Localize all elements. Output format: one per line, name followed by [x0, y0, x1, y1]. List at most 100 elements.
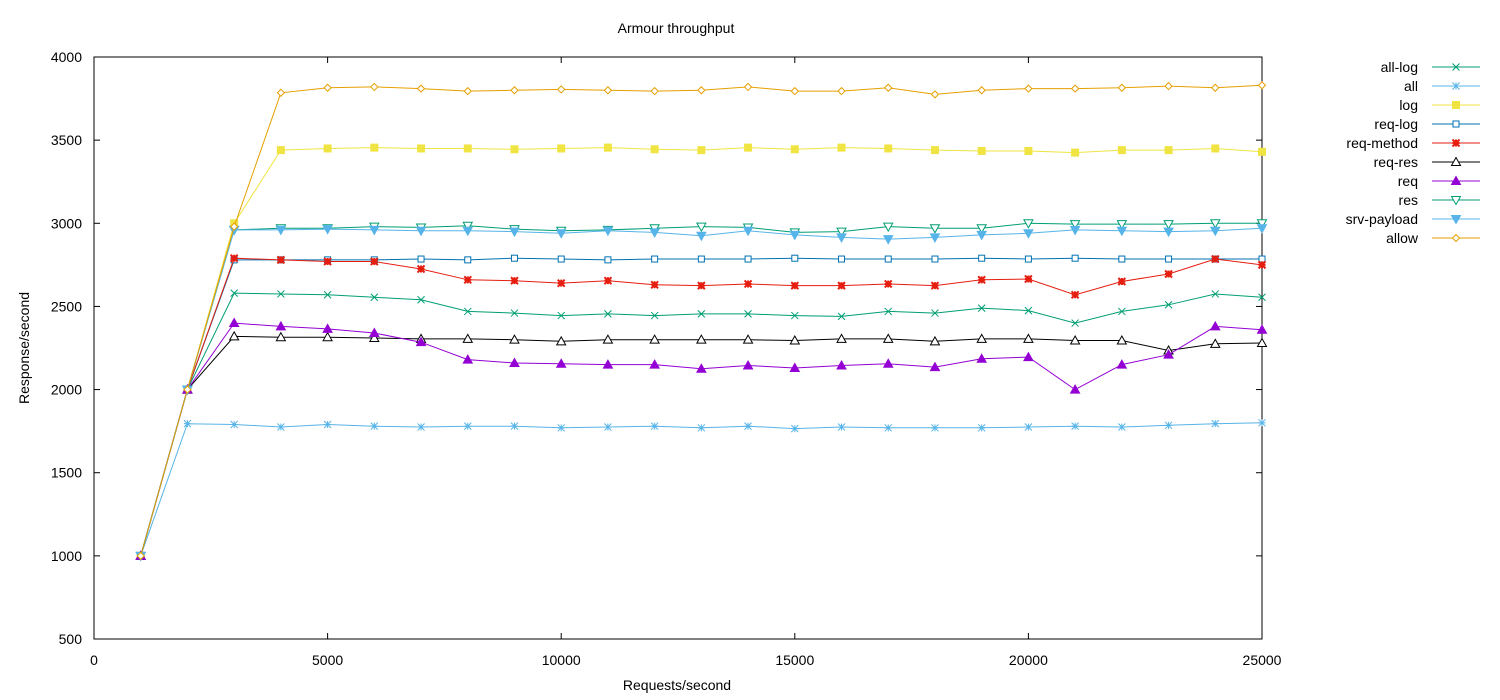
- y-tick-label: 2500: [51, 298, 82, 314]
- legend-label: log: [1399, 97, 1418, 113]
- data-point: [929, 335, 941, 346]
- data-point: [1116, 226, 1128, 237]
- data-point: [1209, 219, 1221, 229]
- data-point: [1070, 290, 1080, 299]
- data-point: [415, 336, 427, 347]
- data-point: [930, 146, 939, 155]
- data-point: [1163, 227, 1174, 238]
- data-point: [742, 359, 754, 370]
- data-point: [556, 85, 566, 94]
- data-point: [276, 255, 286, 265]
- y-tick-label: 1500: [51, 465, 82, 481]
- data-point: [1117, 423, 1126, 431]
- legend-item: req: [1398, 173, 1480, 189]
- data-point: [789, 334, 801, 345]
- y-tick-label: 3000: [51, 215, 82, 231]
- data-point: [837, 86, 846, 96]
- data-point: [1209, 226, 1221, 237]
- data-point: [789, 362, 801, 372]
- data-point: [509, 357, 520, 367]
- data-point: [1116, 334, 1128, 345]
- data-point: [1209, 338, 1221, 348]
- data-point: [976, 230, 988, 241]
- legend-label: req: [1398, 173, 1418, 189]
- data-point: [1069, 384, 1081, 394]
- legend-label: allow: [1386, 230, 1419, 246]
- legend-marker: [1450, 175, 1462, 185]
- legend-item: req-method: [1346, 135, 1480, 151]
- series-layer: [135, 81, 1268, 562]
- data-point: [368, 332, 380, 343]
- data-point: [556, 278, 566, 288]
- data-point: [1116, 220, 1128, 230]
- data-point: [650, 86, 659, 96]
- series-line: [140, 84, 1263, 557]
- data-point: [603, 276, 613, 285]
- legend-label: req-res: [1374, 154, 1418, 170]
- data-point: [416, 84, 426, 93]
- legend-label: all-log: [1381, 59, 1418, 75]
- data-point: [697, 255, 705, 263]
- y-tick-label: 1000: [51, 548, 82, 564]
- data-point: [230, 420, 239, 429]
- data-point: [368, 225, 380, 236]
- x-tick-label: 0: [90, 652, 98, 668]
- plot-frame: [93, 56, 1263, 640]
- data-point: [1164, 81, 1173, 91]
- data-point: [1069, 220, 1081, 230]
- data-point: [650, 422, 659, 431]
- data-point: [1257, 260, 1267, 270]
- data-point: [696, 363, 707, 373]
- series-allow: [136, 81, 1267, 561]
- data-point: [368, 327, 380, 338]
- data-point: [229, 222, 239, 231]
- data-point: [1023, 351, 1034, 362]
- legend-marker: [1452, 82, 1460, 90]
- data-point: [510, 254, 518, 262]
- data-point: [1211, 144, 1220, 153]
- data-point: [884, 279, 893, 289]
- x-tick-label: 25000: [1243, 652, 1282, 668]
- legend-item: srv-payload: [1346, 211, 1480, 227]
- series-line: [140, 257, 1263, 557]
- data-point: [1071, 148, 1080, 157]
- data-point: [417, 144, 426, 153]
- data-point: [276, 146, 285, 155]
- data-point: [697, 310, 706, 318]
- data-point: [604, 310, 612, 318]
- legend-label: all: [1404, 78, 1418, 94]
- data-point: [929, 224, 941, 234]
- data-point: [1258, 147, 1266, 156]
- data-point: [510, 309, 519, 317]
- data-point: [697, 146, 706, 155]
- series-line: [140, 222, 1262, 557]
- data-point: [1211, 290, 1220, 298]
- data-point: [555, 335, 567, 346]
- data-point: [837, 423, 846, 431]
- data-point: [415, 226, 427, 237]
- legend-label: req-method: [1346, 135, 1418, 151]
- data-point: [464, 256, 472, 264]
- data-point: [557, 423, 566, 432]
- y-axis-title: Response/second: [16, 292, 32, 404]
- series-line: [140, 257, 1262, 557]
- legend-label: req-log: [1374, 116, 1418, 132]
- data-point: [1117, 83, 1127, 92]
- legend-item: allow: [1386, 230, 1480, 246]
- data-point: [463, 275, 472, 285]
- data-point: [930, 281, 940, 290]
- data-point: [931, 255, 939, 263]
- x-tick-label: 10000: [542, 652, 581, 668]
- data-point: [230, 289, 239, 297]
- data-point: [836, 227, 847, 238]
- data-point: [1024, 274, 1033, 284]
- data-point: [1071, 422, 1079, 431]
- data-point: [417, 255, 425, 263]
- data-point: [836, 333, 847, 343]
- data-point: [1071, 254, 1079, 262]
- data-point: [697, 86, 706, 95]
- legend-item: all: [1404, 78, 1480, 94]
- y-tick-label: 500: [59, 631, 83, 647]
- data-point: [228, 330, 240, 341]
- data-point: [183, 385, 192, 394]
